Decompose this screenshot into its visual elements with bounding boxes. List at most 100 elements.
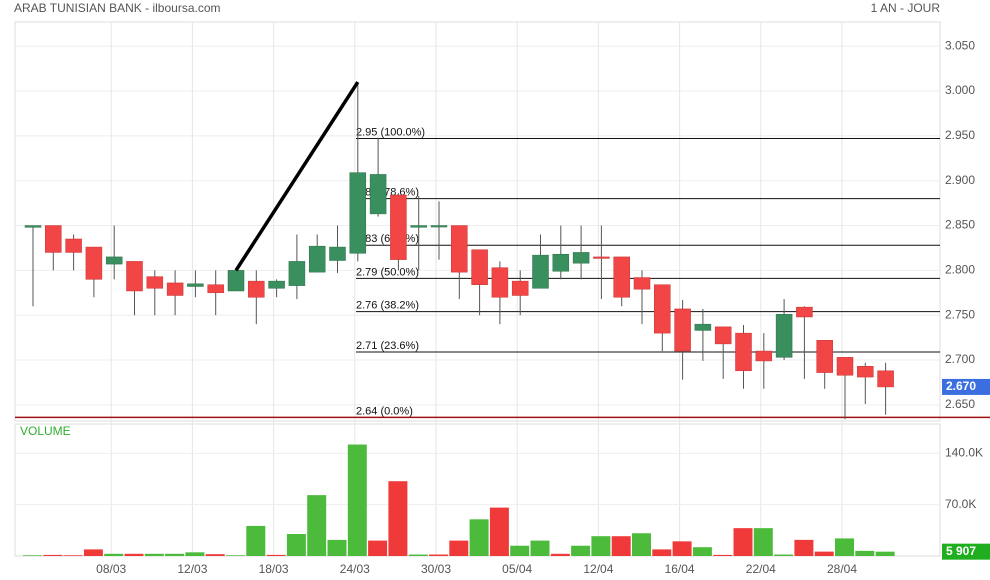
volume-bar <box>226 555 245 556</box>
candle-body <box>491 267 509 298</box>
candle-body <box>227 270 245 292</box>
y-tick-label: 140.0K <box>945 446 983 460</box>
volume-bar <box>875 551 895 556</box>
candle-body <box>836 357 854 376</box>
y-tick-label: 2.700 <box>945 352 975 366</box>
candle-body <box>511 280 529 296</box>
last-volume-label: 5 907 <box>946 544 976 558</box>
y-tick-label: 2.850 <box>945 218 975 232</box>
volume-bar <box>307 495 327 556</box>
candle-body <box>248 280 265 298</box>
candle-body <box>65 238 82 253</box>
volume-bar <box>368 540 388 556</box>
volume-bar <box>550 553 570 556</box>
y-tick-label: 2.900 <box>945 173 975 187</box>
volume-bar <box>104 553 124 556</box>
volume-bar <box>327 539 347 556</box>
price-panel <box>14 21 941 422</box>
y-tick-label: 2.800 <box>945 263 975 277</box>
y-tick-label: 2.650 <box>945 397 975 411</box>
candle-body <box>24 225 42 228</box>
candle-body <box>369 174 387 215</box>
y-tick-label: 3.050 <box>945 38 975 52</box>
candle-body <box>735 332 752 372</box>
candle-body <box>552 253 570 272</box>
volume-bar <box>652 549 672 556</box>
volume-bar <box>510 545 530 556</box>
volume-bar <box>144 553 164 556</box>
y-tick-label: 2.950 <box>945 128 975 142</box>
candle-body <box>755 350 773 362</box>
candle-body <box>593 256 610 259</box>
volume-bar <box>124 553 144 556</box>
candle-body <box>187 283 204 287</box>
x-tick-label: 24/03 <box>340 562 370 576</box>
volume-bar <box>429 554 448 556</box>
candle-body <box>572 252 590 264</box>
volume-title: VOLUME <box>20 424 71 438</box>
x-tick-label: 30/03 <box>421 562 451 576</box>
candle-body <box>85 246 103 280</box>
volume-bar <box>530 540 550 556</box>
volume-bar <box>388 481 408 556</box>
x-tick-label: 12/03 <box>177 562 207 576</box>
fib-label: 2.71 (23.6%) <box>356 340 419 352</box>
y-tick-label: 3.000 <box>945 83 975 97</box>
last-price-label: 2.670 <box>946 379 976 393</box>
candle-body <box>877 370 894 388</box>
period-label: 1 AN - JOUR <box>871 1 941 15</box>
volume-bar <box>855 550 875 556</box>
y-tick-label: 70.0K <box>945 497 976 511</box>
fib-label: 2.79 (50.0%) <box>356 266 419 278</box>
x-tick-label: 22/04 <box>746 562 776 576</box>
candle-body <box>857 366 874 378</box>
candle-body <box>268 280 285 289</box>
volume-bar <box>489 507 509 556</box>
candle-body <box>796 306 813 318</box>
volume-bar <box>591 536 611 556</box>
y-tick-label: 2.750 <box>945 307 975 321</box>
volume-bar <box>571 545 591 556</box>
candle-body <box>532 254 549 289</box>
candle-body <box>207 284 224 294</box>
volume-bar <box>23 555 42 556</box>
volume-bar <box>449 540 469 556</box>
volume-bar <box>469 519 489 556</box>
x-tick-label: 18/03 <box>259 562 289 576</box>
volume-bar <box>246 525 266 556</box>
candle-body <box>775 314 793 358</box>
volume-bar <box>266 554 286 556</box>
chart-title: ARAB TUNISIAN BANK - ilboursa.com <box>14 1 221 15</box>
candle-body <box>146 276 164 289</box>
candle-body <box>329 246 346 261</box>
fib-label: 2.64 (0.0%) <box>356 405 413 417</box>
last-price-box <box>942 378 990 395</box>
volume-bar <box>692 547 712 556</box>
volume-bar <box>733 528 753 556</box>
volume-bar <box>43 554 63 556</box>
candle-body <box>714 326 732 345</box>
volume-bar <box>205 554 225 556</box>
candle-body <box>410 225 427 228</box>
volume-bar <box>713 554 733 556</box>
candle-body <box>126 261 143 292</box>
volume-bar <box>83 549 103 556</box>
candle-body <box>816 340 833 373</box>
candle-body <box>45 225 62 253</box>
x-tick-label: 16/04 <box>665 562 695 576</box>
candle-body <box>633 277 651 290</box>
volume-bar <box>835 538 854 556</box>
trend-line <box>234 81 360 272</box>
x-tick-label: 08/03 <box>96 562 126 576</box>
fib-label: 2.95 (100.0%) <box>356 126 425 138</box>
candle-body <box>349 172 367 254</box>
candle-body <box>471 249 488 285</box>
volume-bar <box>632 533 651 556</box>
volume-bar <box>774 554 794 556</box>
volume-bar <box>185 552 205 556</box>
volume-bar <box>611 536 631 556</box>
volume-bar <box>794 539 814 556</box>
volume-bar <box>286 534 306 556</box>
candle-body <box>166 282 184 296</box>
